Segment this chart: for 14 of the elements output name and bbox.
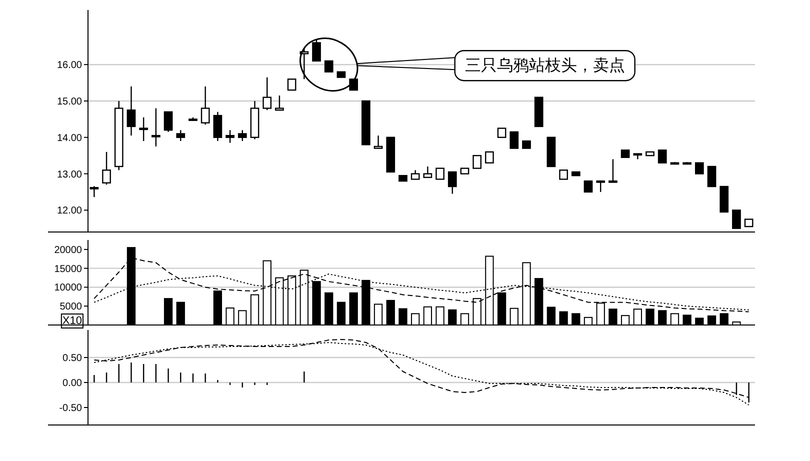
y-tick-label: 16.00 <box>56 60 82 72</box>
y-tick-label: 12.00 <box>56 206 82 217</box>
text: X10 <box>62 315 82 327</box>
y-tick-label: 5000 <box>60 302 82 313</box>
y-tick-label: 13.00 <box>56 169 82 180</box>
y-tick-label: 15.00 <box>56 96 82 108</box>
annotation: 三只乌鸦站枝头，卖点 <box>464 56 625 75</box>
y-tick-label: 0.00 <box>62 378 82 389</box>
y-tick-label: 14.00 <box>56 132 82 144</box>
y-tick-label: 15000 <box>54 264 82 275</box>
y-tick-label: -0.50 <box>59 403 82 414</box>
y-tick-label: 0.50 <box>62 353 82 364</box>
y-tick-label: 20000 <box>54 244 82 256</box>
y-tick-label: 10000 <box>54 282 82 294</box>
